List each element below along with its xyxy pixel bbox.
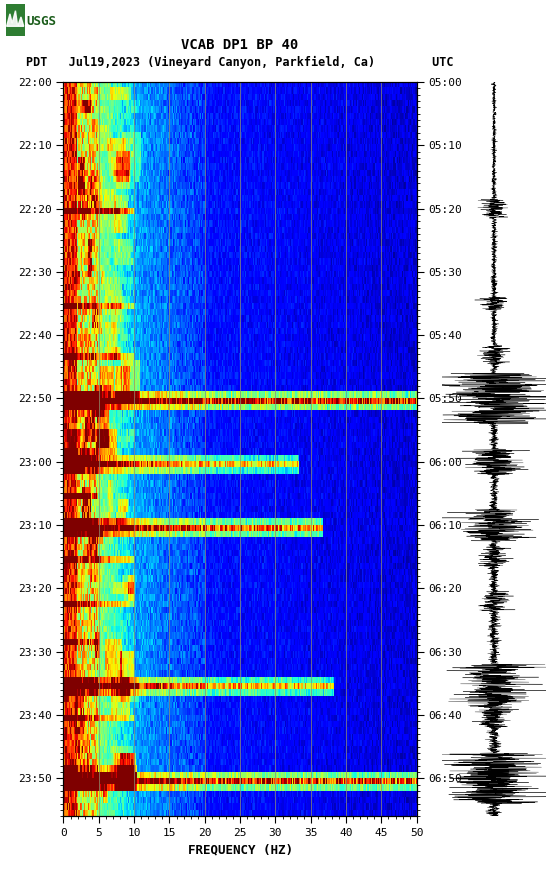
Text: VCAB DP1 BP 40: VCAB DP1 BP 40 [182, 37, 299, 52]
Text: USGS: USGS [26, 15, 56, 29]
Text: PDT   Jul19,2023 (Vineyard Canyon, Parkfield, Ca)        UTC: PDT Jul19,2023 (Vineyard Canyon, Parkfie… [26, 56, 454, 69]
X-axis label: FREQUENCY (HZ): FREQUENCY (HZ) [188, 844, 293, 856]
Polygon shape [7, 11, 24, 27]
Bar [6, 4, 25, 36]
